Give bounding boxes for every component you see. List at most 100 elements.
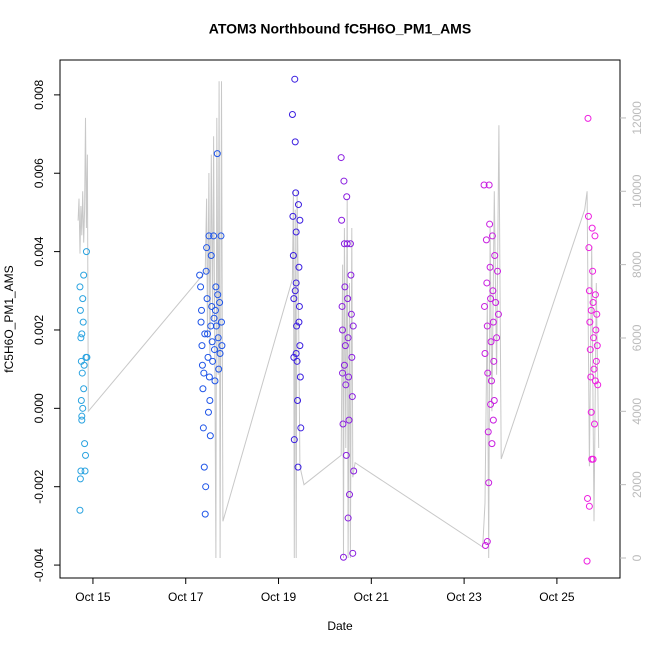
point	[494, 267, 502, 275]
y-axis-label: fC5H6O_PM1_AMS	[2, 265, 16, 372]
point	[590, 365, 598, 373]
point	[211, 306, 219, 314]
point	[208, 338, 216, 346]
point	[80, 271, 88, 279]
point	[76, 283, 84, 291]
point	[199, 385, 207, 393]
point	[198, 342, 206, 350]
point	[294, 201, 302, 209]
point	[292, 189, 300, 197]
point	[78, 369, 86, 377]
point	[296, 373, 304, 381]
point	[485, 479, 493, 487]
x-axis-label: Date	[327, 619, 353, 633]
point	[207, 322, 215, 330]
point	[78, 416, 86, 424]
point	[338, 216, 346, 224]
point	[76, 306, 84, 314]
point	[488, 440, 496, 448]
x-tick-label: Oct 15	[75, 590, 111, 604]
point	[76, 475, 84, 483]
point	[344, 514, 352, 522]
point	[211, 377, 219, 385]
point	[295, 302, 303, 310]
altitude-line	[77, 81, 600, 559]
point	[490, 397, 498, 405]
point	[295, 318, 303, 326]
point	[79, 318, 87, 326]
point	[210, 314, 218, 322]
x-tick-label: Oct 17	[168, 590, 204, 604]
point	[204, 330, 212, 338]
point	[344, 334, 352, 342]
point	[487, 400, 495, 408]
point	[214, 291, 222, 299]
point	[208, 302, 216, 310]
y-tick-label: 0.002	[32, 315, 46, 345]
point	[587, 408, 595, 416]
point	[205, 232, 213, 240]
point	[350, 467, 358, 475]
point	[202, 483, 210, 491]
point	[203, 244, 211, 252]
point	[587, 306, 595, 314]
y-tick-label: 0.000	[32, 393, 46, 423]
point	[486, 263, 494, 271]
y-tick-label: 0.004	[32, 236, 46, 266]
point	[588, 224, 596, 232]
point	[197, 283, 205, 291]
point	[492, 299, 500, 307]
point	[487, 377, 495, 385]
point	[344, 295, 352, 303]
point	[198, 361, 206, 369]
point	[489, 416, 497, 424]
point	[591, 232, 599, 240]
point	[337, 154, 345, 162]
point	[78, 412, 86, 420]
y-tick-label: -0.004	[32, 548, 46, 582]
point	[488, 232, 496, 240]
point	[592, 326, 600, 334]
point	[345, 373, 353, 381]
point	[291, 75, 299, 83]
point	[585, 287, 593, 295]
point	[202, 267, 210, 275]
point	[583, 557, 591, 565]
point	[212, 283, 220, 291]
point	[77, 334, 85, 342]
x-tick-label: Oct 19	[261, 590, 297, 604]
point	[586, 346, 594, 354]
point	[216, 299, 224, 307]
point	[293, 357, 301, 365]
point	[76, 506, 84, 514]
point	[291, 287, 299, 295]
point	[82, 248, 90, 256]
point	[584, 494, 592, 502]
point	[296, 342, 304, 350]
point	[483, 279, 491, 287]
x-tick-label: Oct 25	[539, 590, 575, 604]
point	[288, 110, 296, 118]
point	[77, 397, 85, 405]
point	[196, 271, 204, 279]
point	[487, 338, 495, 346]
point	[584, 212, 592, 220]
point	[81, 467, 89, 475]
point	[206, 397, 214, 405]
point	[289, 212, 297, 220]
point	[594, 381, 602, 389]
point	[339, 326, 347, 334]
point	[206, 432, 214, 440]
point	[480, 181, 488, 189]
point	[199, 424, 207, 432]
point	[484, 369, 492, 377]
point	[481, 302, 489, 310]
point	[493, 334, 501, 342]
point	[592, 357, 600, 365]
point	[349, 549, 357, 557]
point	[214, 334, 222, 342]
point	[207, 252, 215, 260]
point	[293, 322, 301, 330]
